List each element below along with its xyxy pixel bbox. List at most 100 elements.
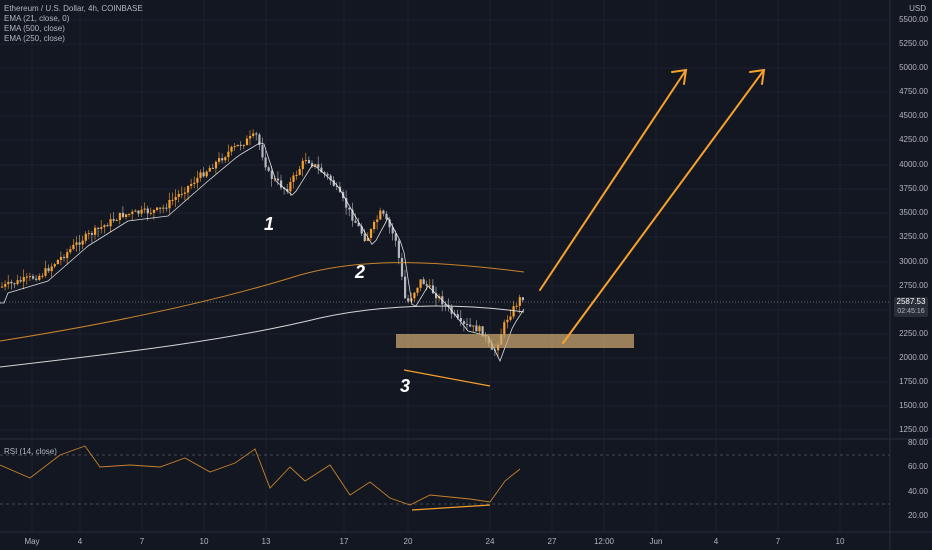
candle-body — [1, 286, 4, 288]
candle-body — [4, 283, 7, 287]
symbol-title[interactable]: Ethereum / U.S. Dollar, 4h, COINBASE — [4, 4, 143, 13]
candle-body — [301, 160, 304, 170]
candle-body — [385, 213, 388, 220]
candle-body — [509, 316, 512, 320]
indicator-ema-21[interactable]: EMA (21, close, 0) — [4, 14, 70, 23]
rsi-tick: 40.00 — [907, 487, 928, 496]
price-tick: 1750.00 — [899, 377, 928, 386]
candle-body — [112, 219, 115, 221]
candle-body — [292, 175, 295, 182]
price-tick: 4250.00 — [899, 135, 928, 144]
candle-body — [391, 227, 394, 234]
price-tick: 5000.00 — [899, 63, 928, 72]
candle-body — [32, 276, 35, 279]
candle-body — [515, 305, 518, 307]
candle-body — [35, 278, 38, 280]
candle-body — [128, 213, 131, 215]
candle-body — [218, 158, 221, 162]
candle-body — [152, 209, 156, 213]
candle-body — [518, 297, 521, 306]
candle-body — [131, 211, 134, 214]
candle-body — [335, 185, 338, 187]
candle-body — [78, 242, 81, 245]
candle-body — [382, 210, 385, 214]
candle-body — [323, 172, 326, 174]
candle-body — [317, 164, 320, 168]
candle-body — [332, 180, 335, 186]
time-tick: 10 — [835, 537, 845, 546]
candle-body — [97, 227, 100, 229]
candle-body — [50, 266, 53, 272]
time-tick: May — [24, 537, 40, 546]
candle-body — [320, 167, 323, 173]
candle-body — [286, 188, 289, 192]
price-tick: 3750.00 — [899, 184, 928, 193]
candle-body — [183, 192, 187, 194]
candle-body — [199, 172, 202, 178]
candle-body — [162, 207, 165, 209]
candle-body — [118, 212, 121, 221]
candle-body — [236, 144, 239, 147]
candle-body — [252, 133, 255, 136]
candle-body — [205, 171, 208, 177]
candle-body — [357, 222, 360, 227]
projection-arrows — [539, 68, 766, 344]
time-tick: 10 — [199, 537, 209, 546]
candle-body — [168, 199, 171, 209]
candle-body — [462, 321, 466, 324]
candle-body — [84, 233, 87, 241]
candle-body — [140, 209, 143, 214]
indicator-ema-500[interactable]: EMA (500, close) — [4, 24, 65, 33]
candle-body — [249, 135, 252, 139]
candle-body — [90, 233, 94, 235]
candle-body — [270, 170, 273, 179]
price-tick: 1500.00 — [899, 401, 928, 410]
candle-body — [425, 284, 428, 286]
candle-body — [28, 276, 32, 278]
indicator-ema-250[interactable]: EMA (250, close) — [4, 34, 65, 43]
time-tick: 24 — [485, 537, 495, 546]
candle-body — [81, 240, 84, 245]
candle-body — [369, 229, 373, 238]
candle-body — [72, 244, 75, 250]
candle-body — [422, 279, 425, 285]
price-tick: 2250.00 — [899, 329, 928, 338]
candle-body — [233, 146, 236, 148]
rsi-legend[interactable]: RSI (14, close) — [4, 447, 57, 456]
candle-body — [171, 199, 174, 201]
rsi-divergence-line — [411, 504, 491, 511]
candle-body — [475, 325, 478, 332]
candle-body — [211, 167, 214, 169]
candle-body — [264, 157, 267, 168]
candle-body — [295, 174, 298, 176]
price-tick: 5250.00 — [899, 39, 928, 48]
time-tick: 13 — [261, 537, 271, 546]
time-tick: 4 — [713, 537, 719, 546]
time-tick: 7 — [139, 537, 145, 546]
candle-body — [221, 158, 224, 161]
candle-body — [59, 256, 63, 260]
ema-250-line — [0, 262, 525, 342]
candle-body — [521, 297, 524, 301]
candle-body — [47, 268, 50, 272]
candle-body — [345, 198, 348, 208]
currency-label: USD — [909, 4, 926, 13]
candle-body — [431, 285, 435, 294]
candle-body — [435, 293, 438, 299]
candle-body — [156, 207, 159, 210]
candle-body — [63, 256, 66, 259]
time-tick: 27 — [547, 537, 557, 546]
candle-body — [25, 276, 28, 278]
wave-label-2: 2 — [355, 262, 366, 282]
candle-body — [245, 138, 249, 146]
candle-body — [177, 193, 180, 197]
rsi-tick: 20.00 — [907, 511, 928, 520]
candle-body — [379, 210, 382, 220]
candle-body — [512, 306, 515, 317]
candle-body — [106, 225, 109, 227]
candle-body — [149, 212, 152, 214]
candle-body — [196, 177, 199, 183]
candle-body — [363, 233, 366, 241]
candle-body — [56, 259, 59, 265]
